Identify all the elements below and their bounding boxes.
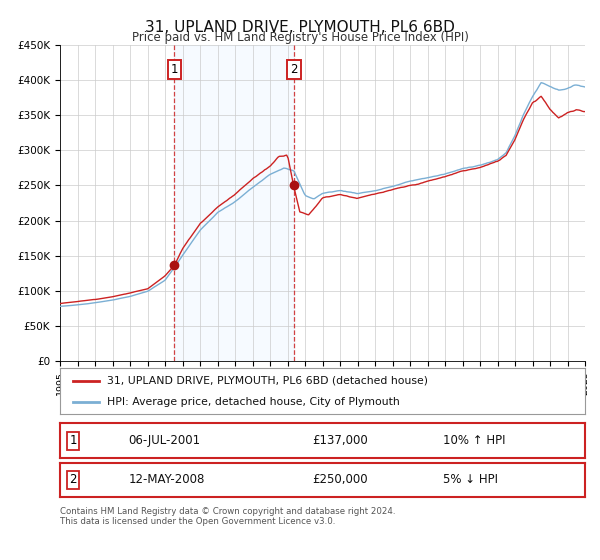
Text: 1: 1 xyxy=(70,434,77,447)
Text: 31, UPLAND DRIVE, PLYMOUTH, PL6 6BD: 31, UPLAND DRIVE, PLYMOUTH, PL6 6BD xyxy=(145,20,455,35)
Text: HPI: Average price, detached house, City of Plymouth: HPI: Average price, detached house, City… xyxy=(107,397,400,407)
Text: 31, UPLAND DRIVE, PLYMOUTH, PL6 6BD (detached house): 31, UPLAND DRIVE, PLYMOUTH, PL6 6BD (det… xyxy=(107,376,428,386)
Text: 12-MAY-2008: 12-MAY-2008 xyxy=(128,473,205,487)
Text: Price paid vs. HM Land Registry's House Price Index (HPI): Price paid vs. HM Land Registry's House … xyxy=(131,31,469,44)
Text: 1: 1 xyxy=(170,63,178,76)
Text: £137,000: £137,000 xyxy=(312,434,368,447)
Text: Contains HM Land Registry data © Crown copyright and database right 2024.
This d: Contains HM Land Registry data © Crown c… xyxy=(60,507,395,526)
Text: 10% ↑ HPI: 10% ↑ HPI xyxy=(443,434,506,447)
Text: 2: 2 xyxy=(290,63,298,76)
Text: 06-JUL-2001: 06-JUL-2001 xyxy=(128,434,200,447)
Bar xyxy=(175,45,294,361)
Text: 5% ↓ HPI: 5% ↓ HPI xyxy=(443,473,498,487)
Text: 2: 2 xyxy=(70,473,77,487)
Text: £250,000: £250,000 xyxy=(312,473,368,487)
